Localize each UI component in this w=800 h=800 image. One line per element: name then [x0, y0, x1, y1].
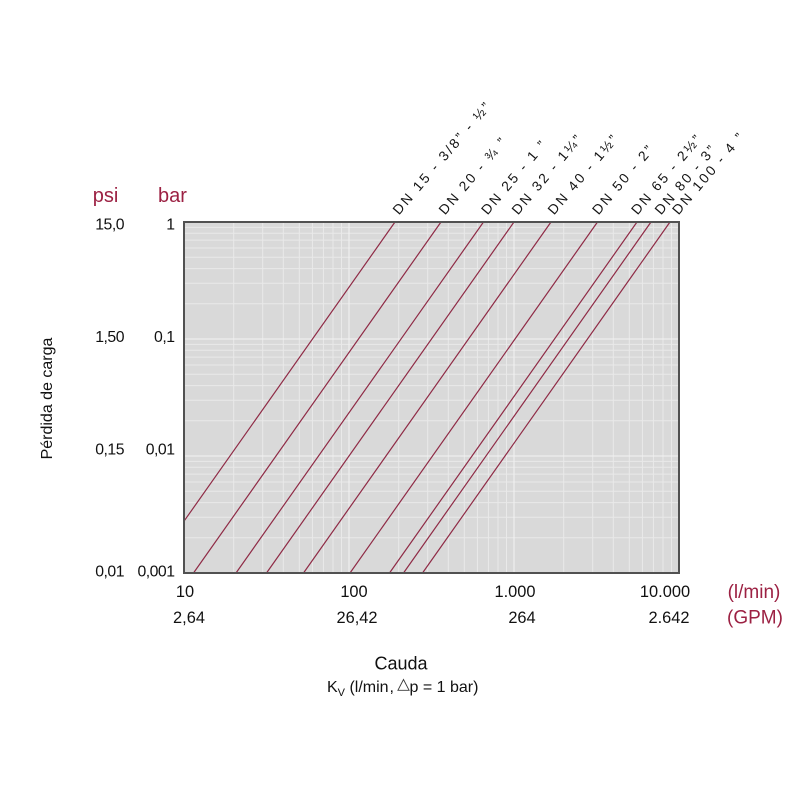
- svg-text:10.000: 10.000: [640, 583, 690, 601]
- svg-text:15,0: 15,0: [95, 217, 124, 234]
- svg-text:(GPM): (GPM): [727, 608, 783, 629]
- svg-text:2,64: 2,64: [173, 609, 205, 627]
- svg-text:0,1: 0,1: [154, 329, 175, 346]
- svg-text:0,01: 0,01: [95, 564, 124, 581]
- svg-text:Pérdida de carga: Pérdida de carga: [39, 337, 56, 459]
- svg-text:2.642: 2.642: [648, 609, 689, 627]
- svg-text:0,01: 0,01: [146, 442, 175, 459]
- svg-text:0,15: 0,15: [95, 442, 124, 459]
- svg-text:1.000: 1.000: [494, 583, 535, 601]
- svg-text:1,50: 1,50: [95, 329, 124, 346]
- svg-text:bar: bar: [158, 185, 187, 207]
- svg-text:p = 1 bar): p = 1 bar): [410, 679, 479, 696]
- svg-text:Cauda: Cauda: [374, 654, 428, 674]
- svg-text:100: 100: [340, 583, 367, 601]
- svg-text:1: 1: [166, 217, 175, 234]
- svg-text:26,42: 26,42: [336, 609, 377, 627]
- svg-text:,: ,: [390, 679, 394, 696]
- svg-text:264: 264: [508, 609, 535, 627]
- svg-text:(l/min): (l/min): [728, 582, 781, 603]
- svg-text:psi: psi: [93, 185, 119, 207]
- svg-text:0,001: 0,001: [137, 564, 175, 581]
- svg-text:10: 10: [176, 583, 194, 601]
